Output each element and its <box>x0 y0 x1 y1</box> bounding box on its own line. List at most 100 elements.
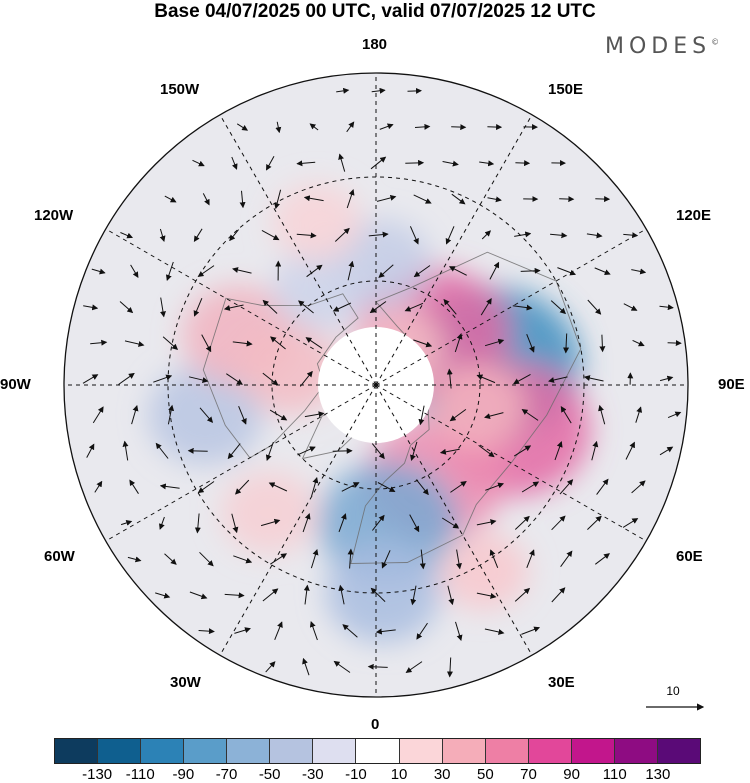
wind-arrow <box>419 549 426 570</box>
wind-arrow <box>512 304 533 311</box>
wind-arrow <box>299 370 313 387</box>
wind-arrow <box>551 587 566 603</box>
wind-arrow <box>309 621 318 641</box>
wind-arrow <box>160 297 166 318</box>
colorbar-segment <box>141 739 185 763</box>
colorbar-tick-label: -70 <box>215 766 238 783</box>
wind-arrow <box>129 479 139 494</box>
colorbar-tick-label: 110 <box>602 766 627 783</box>
wind-arrow <box>623 303 638 311</box>
wind-arrow <box>454 333 463 353</box>
wind-arrow <box>262 372 279 386</box>
wind-arrow <box>413 265 431 278</box>
wind-arrow <box>334 227 350 242</box>
wind-arrow <box>514 587 531 602</box>
wind-arrow <box>515 160 531 167</box>
wind-arrow <box>83 304 99 311</box>
colorbar-tick-label: 130 <box>645 766 671 783</box>
wind-arrow <box>404 302 424 312</box>
colorbar-tick-label: -30 <box>301 766 324 783</box>
wind-arrow <box>513 373 531 385</box>
wind-arrow <box>192 159 205 167</box>
anomaly-blob <box>438 532 529 611</box>
wind-arrow <box>197 481 215 494</box>
wind-arrow <box>304 411 325 418</box>
wind-arrow <box>405 159 425 166</box>
wind-arrow <box>158 516 165 530</box>
wind-arrow <box>127 556 142 563</box>
wind-arrow <box>155 592 171 599</box>
wind-arrow <box>297 446 316 456</box>
wind-arrow <box>489 549 499 568</box>
wind-arrow <box>625 441 635 460</box>
wind-arrow <box>231 156 238 170</box>
meridian-line <box>375 384 533 656</box>
wind-arrow <box>410 585 417 606</box>
wind-arrow <box>376 194 397 202</box>
wind-arrow <box>418 405 425 426</box>
meridian-line <box>105 228 377 386</box>
wind-arrow <box>526 549 535 568</box>
wind-arrow <box>162 336 179 350</box>
wind-arrow <box>232 267 252 274</box>
coastline <box>202 293 359 459</box>
anomaly-blob <box>239 325 342 415</box>
meridian-line <box>375 228 647 386</box>
colorbar-tick-label: -50 <box>258 766 281 783</box>
map-border <box>63 72 689 698</box>
wind-arrow <box>234 627 251 634</box>
wind-arrow <box>375 628 396 635</box>
wind-arrow <box>235 479 250 495</box>
wind-arrow <box>445 226 455 245</box>
wind-arrow <box>302 513 311 533</box>
wind-arrow <box>124 340 145 347</box>
wind-arrow <box>587 299 602 315</box>
wind-arrow <box>451 124 467 131</box>
wind-arrow <box>407 87 422 94</box>
wind-arrow <box>563 333 570 354</box>
wind-arrow <box>199 407 214 423</box>
wind-arrow <box>439 448 460 455</box>
meridian-line <box>105 384 377 542</box>
wind-arrow <box>333 660 351 673</box>
wind-arrow <box>667 411 682 419</box>
meridian-line <box>375 114 533 386</box>
wind-arrow <box>415 479 429 496</box>
wind-arrow <box>371 87 386 94</box>
wind-arrow <box>587 515 602 530</box>
wind-arrow <box>586 232 603 239</box>
wind-arrow <box>266 155 275 171</box>
label-90w: 90W <box>0 376 31 393</box>
wind-arrow <box>332 302 352 312</box>
wind-arrow <box>165 261 174 281</box>
wind-arrow <box>164 553 177 565</box>
wind-arrow <box>118 372 135 385</box>
wind-arrow <box>347 548 354 569</box>
wind-arrow <box>202 193 210 206</box>
wind-arrow <box>377 482 396 492</box>
colorbar-segment <box>98 739 142 763</box>
wind-arrow <box>526 334 535 353</box>
wind-arrow <box>550 232 568 239</box>
wind-arrow <box>405 661 423 673</box>
colorbar-segment <box>442 739 486 763</box>
wind-arrow <box>122 440 129 461</box>
wind-arrow <box>414 123 431 130</box>
colorbar-segment <box>399 739 443 763</box>
label-0: 0 <box>371 716 380 733</box>
wind-arrow <box>370 587 386 602</box>
colorbar-tick-label: 50 <box>476 766 494 783</box>
wind-arrow <box>513 445 532 457</box>
wind-arrow <box>446 368 453 389</box>
wind-arrow <box>270 336 286 350</box>
wind-arrow <box>514 231 532 238</box>
wind-arrow <box>413 194 432 204</box>
label-60e: 60E <box>676 548 703 565</box>
wind-arrow <box>554 441 563 461</box>
wind-arrow <box>559 479 574 495</box>
wind-arrow <box>484 628 505 635</box>
wind-arrow <box>120 520 133 526</box>
wind-arrow <box>478 444 495 458</box>
colorbar-segment <box>571 739 615 763</box>
